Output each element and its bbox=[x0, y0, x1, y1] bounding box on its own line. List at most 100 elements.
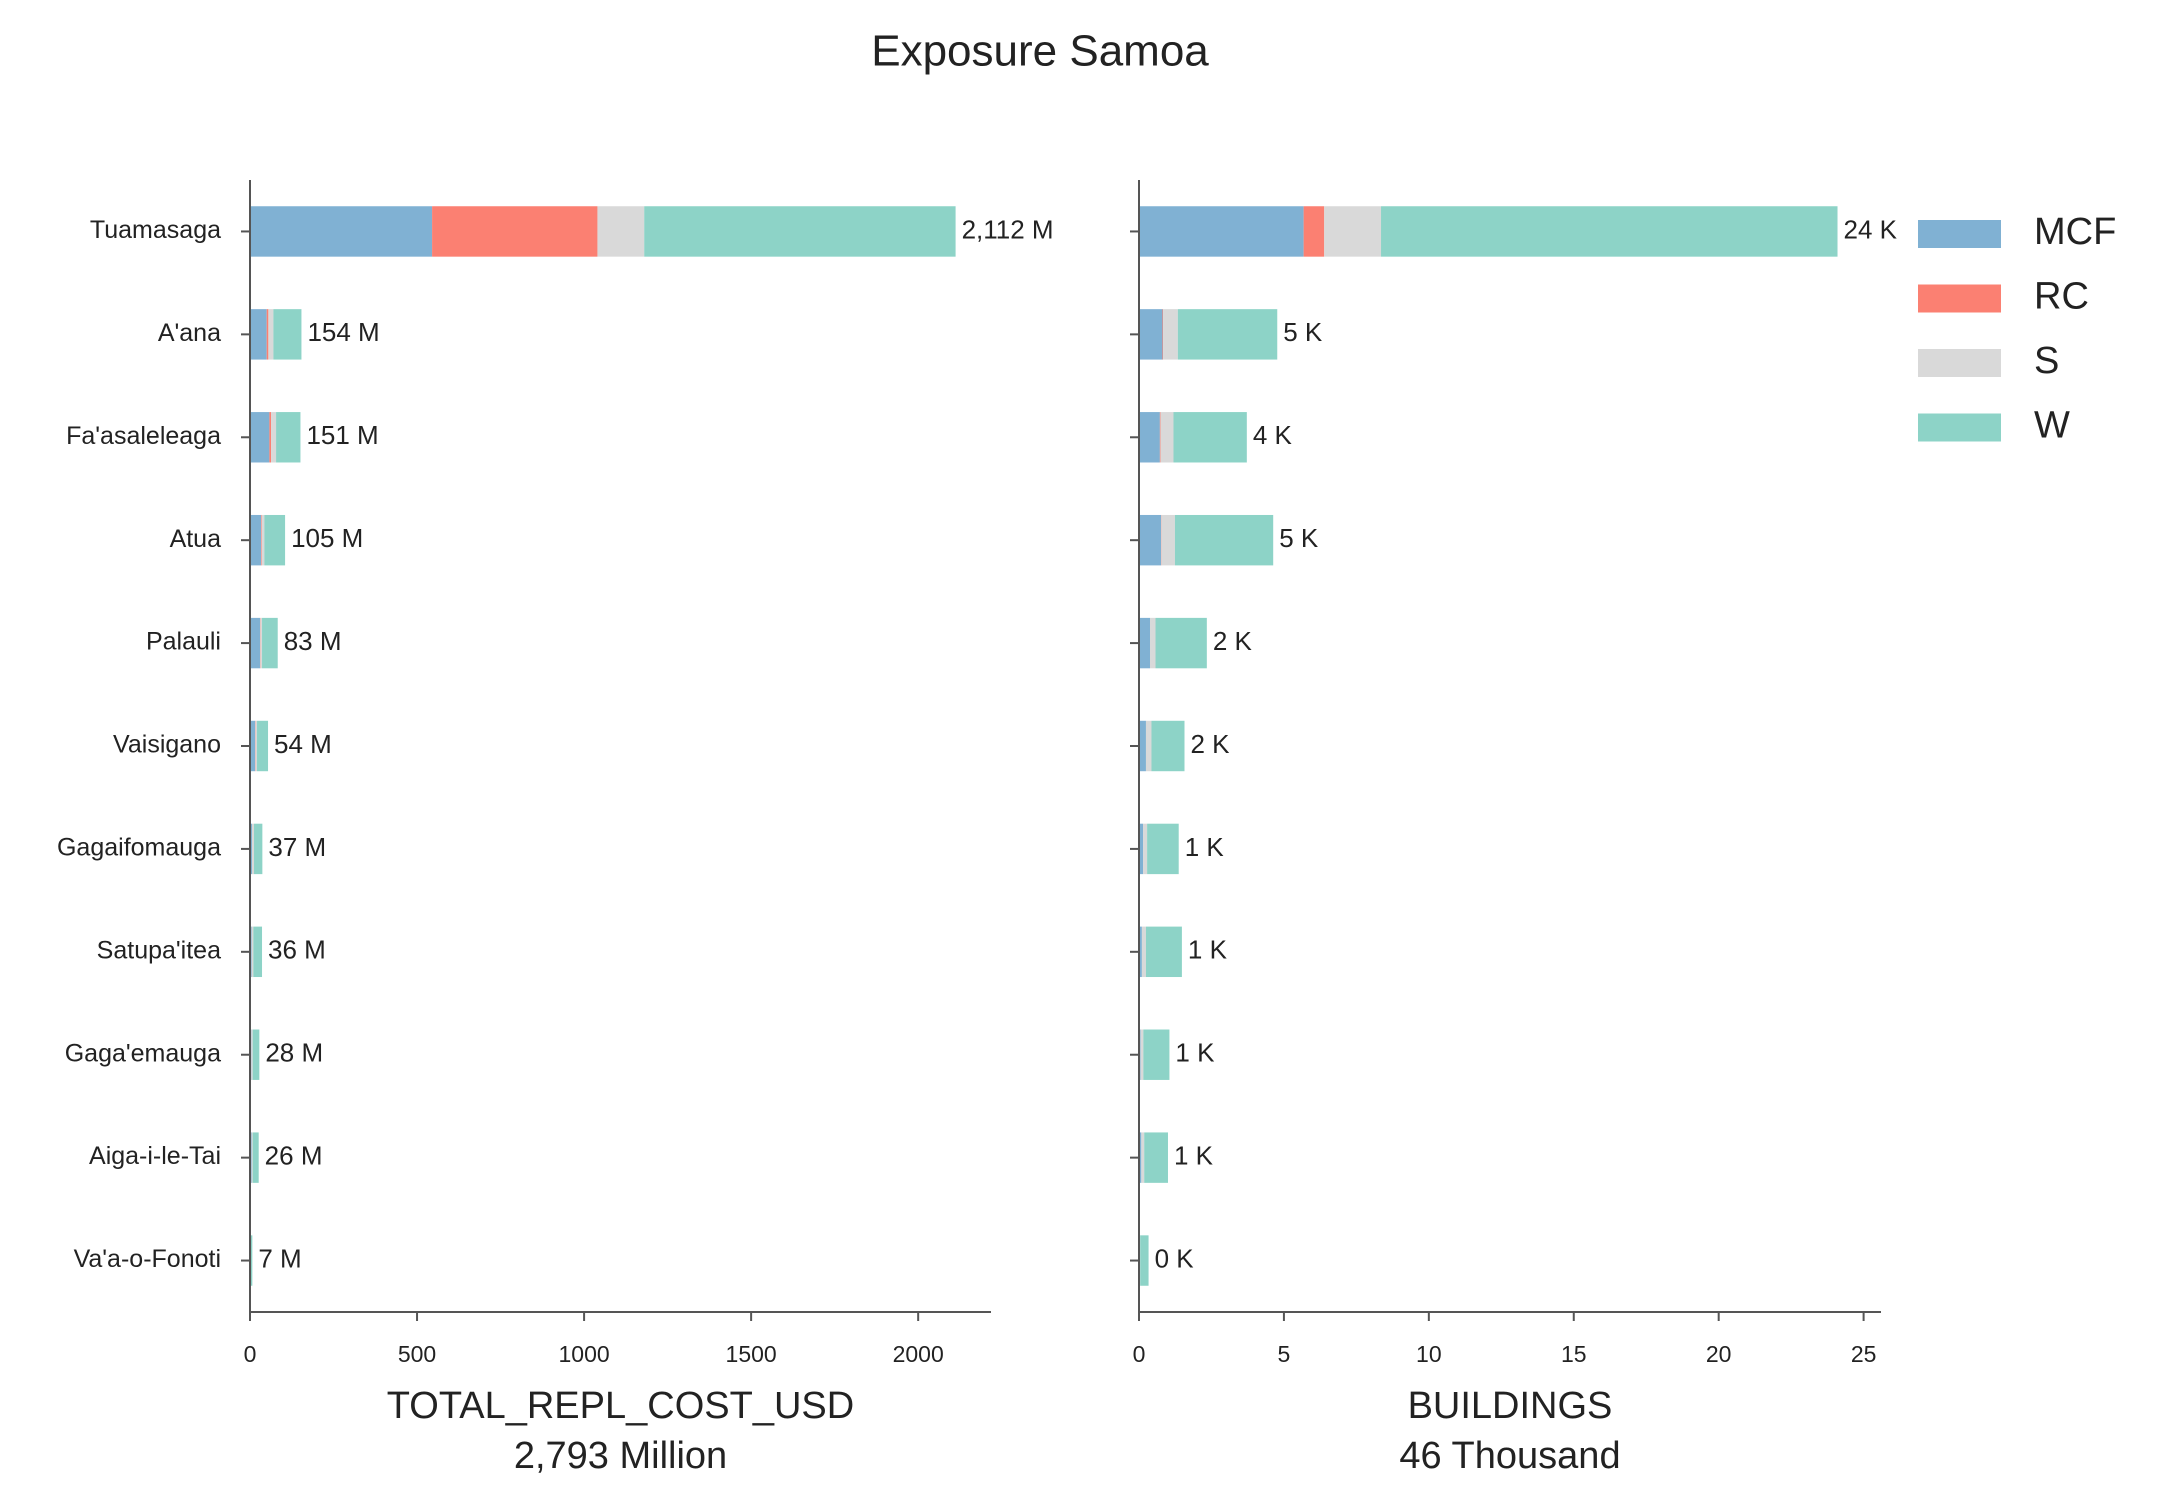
legend-label: RC bbox=[2034, 276, 2089, 318]
bar-segment bbox=[251, 1029, 253, 1080]
bar-segment bbox=[250, 823, 253, 875]
legend-label: W bbox=[2034, 405, 2070, 447]
total-label: 4 K bbox=[1253, 420, 1293, 450]
bar-segment bbox=[252, 1132, 259, 1183]
bar-segment bbox=[644, 206, 956, 257]
total-label: 36 M bbox=[268, 935, 326, 965]
bar-segment bbox=[250, 514, 262, 566]
x-tick-label: 0 bbox=[244, 1341, 257, 1367]
bar-segment bbox=[1139, 412, 1160, 463]
bar-segment bbox=[1159, 412, 1161, 463]
y-tick-label: Aiga-i-le-Tai bbox=[89, 1142, 221, 1170]
total-label: 1 K bbox=[1188, 935, 1228, 965]
bar-segment bbox=[1177, 309, 1278, 360]
bar-segment bbox=[1303, 206, 1325, 257]
bar-segment bbox=[1160, 412, 1174, 463]
legend-swatch bbox=[1918, 284, 2001, 313]
x-tick-label: 1500 bbox=[726, 1341, 777, 1367]
x-tick-label: 10 bbox=[1416, 1341, 1442, 1367]
x-tick-label: 25 bbox=[1851, 1341, 1877, 1367]
bar-segment bbox=[1151, 720, 1185, 772]
total-label: 0 K bbox=[1155, 1243, 1195, 1273]
total-label: 5 K bbox=[1279, 523, 1319, 553]
x-tick-label: 15 bbox=[1561, 1341, 1587, 1367]
total-label: 1 K bbox=[1174, 1141, 1214, 1171]
y-tick-label: Gagaifomauga bbox=[57, 834, 221, 862]
bar-segment bbox=[1145, 720, 1152, 772]
bar-segment bbox=[1173, 412, 1247, 463]
bar-segment bbox=[250, 720, 256, 772]
bar-segment bbox=[250, 617, 261, 669]
x-tick-label: 0 bbox=[1133, 1341, 1146, 1367]
y-tick-label: Vaisigano bbox=[113, 731, 221, 759]
y-tick-label: Palauli bbox=[146, 628, 221, 656]
bar-segment bbox=[1140, 1235, 1149, 1286]
bar-segment bbox=[1141, 926, 1146, 978]
bar-segment bbox=[1162, 309, 1164, 360]
bar-segment bbox=[261, 514, 262, 566]
bar-segment bbox=[1145, 926, 1182, 978]
bar-segment bbox=[1381, 206, 1838, 257]
bar-segment bbox=[1139, 823, 1144, 875]
legend-label: S bbox=[2034, 340, 2059, 382]
bar-segment bbox=[432, 206, 598, 257]
bar-segment bbox=[250, 1235, 253, 1286]
total-label: 28 M bbox=[265, 1038, 323, 1068]
x-tick-label: 1000 bbox=[558, 1341, 609, 1367]
bar-segment bbox=[250, 206, 433, 257]
bar-segment bbox=[269, 412, 272, 463]
x-tick-label: 500 bbox=[398, 1341, 436, 1367]
total-label: 151 M bbox=[306, 420, 378, 450]
bar-segment bbox=[1147, 823, 1179, 875]
bar-segment bbox=[1140, 1029, 1144, 1080]
bar-segment bbox=[1139, 206, 1304, 257]
legend-swatch bbox=[1918, 349, 2001, 377]
x-axis-label: BUILDINGS bbox=[1408, 1385, 1613, 1427]
bar-segment bbox=[1143, 823, 1148, 875]
x-axis-label: TOTAL_REPL_COST_USD bbox=[387, 1385, 854, 1427]
total-label: 105 M bbox=[291, 523, 363, 553]
x-tick-label: 5 bbox=[1278, 1341, 1291, 1367]
bar-segment bbox=[271, 412, 277, 463]
y-tick-label: Va'a-o-Fonoti bbox=[74, 1245, 221, 1273]
y-tick-label: Gaga'emauga bbox=[65, 1039, 221, 1067]
bar-segment bbox=[262, 617, 278, 669]
x-axis-total: 46 Thousand bbox=[1399, 1435, 1620, 1477]
legend-label: MCF bbox=[2034, 211, 2116, 253]
bar-segment bbox=[597, 206, 645, 257]
total-label: 1 K bbox=[1175, 1038, 1215, 1068]
bar-segment bbox=[251, 1132, 253, 1183]
y-tick-label: Tuamasaga bbox=[90, 216, 221, 244]
bar-segment bbox=[1144, 1132, 1168, 1183]
total-label: 1 K bbox=[1185, 832, 1225, 862]
bar-segment bbox=[1174, 514, 1274, 566]
total-label: 2 K bbox=[1213, 626, 1253, 656]
bar-segment bbox=[266, 309, 269, 360]
bar-segment bbox=[1150, 617, 1156, 669]
bar-segment bbox=[1161, 514, 1175, 566]
bar-segment bbox=[276, 412, 301, 463]
bar-segment bbox=[254, 823, 263, 875]
bar-segment bbox=[268, 309, 274, 360]
total-label: 54 M bbox=[274, 729, 332, 759]
bar-segment bbox=[1163, 309, 1178, 360]
bar-segment bbox=[252, 823, 255, 875]
total-label: 154 M bbox=[307, 317, 379, 347]
bar-segment bbox=[257, 720, 269, 772]
total-label: 83 M bbox=[284, 626, 342, 656]
bar-segment bbox=[1139, 514, 1162, 566]
bar-segment bbox=[252, 1029, 260, 1080]
total-label: 2,112 M bbox=[962, 214, 1054, 244]
bar-segment bbox=[1141, 1132, 1145, 1183]
total-label: 26 M bbox=[265, 1141, 323, 1171]
bar-segment bbox=[255, 720, 258, 772]
y-tick-label: A'ana bbox=[158, 319, 221, 347]
y-tick-label: Satupa'itea bbox=[97, 936, 221, 964]
total-label: 7 M bbox=[258, 1243, 301, 1273]
y-tick-label: Fa'asaleleaga bbox=[66, 422, 221, 450]
bar-segment bbox=[1139, 926, 1142, 978]
bar-segment bbox=[261, 514, 265, 566]
x-tick-label: 2000 bbox=[893, 1341, 944, 1367]
figure-title: Exposure Samoa bbox=[871, 27, 1209, 76]
